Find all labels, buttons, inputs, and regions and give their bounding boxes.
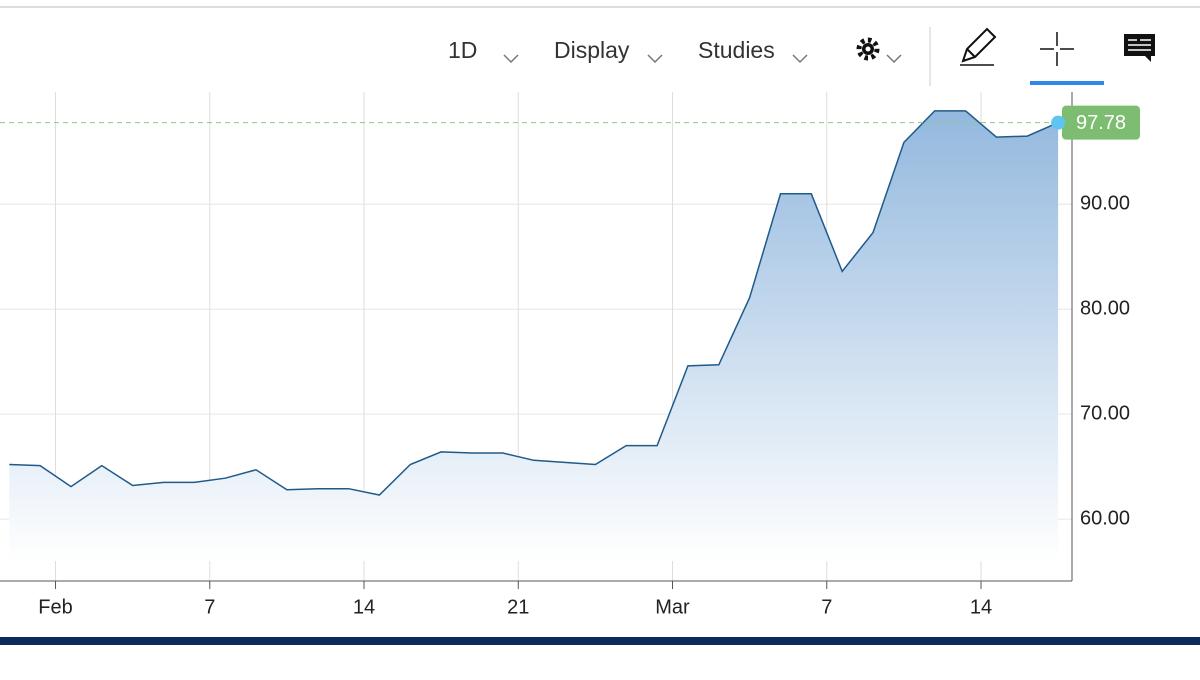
display-button[interactable]: Display (554, 37, 630, 63)
interval-button[interactable]: 1D (448, 37, 477, 63)
area-fill (9, 110, 1059, 562)
y-tick-label: 70.00 (1080, 402, 1130, 424)
last-point (1051, 115, 1066, 130)
comment-button[interactable] (1124, 34, 1155, 62)
x-tick-label: 14 (353, 596, 375, 618)
x-tick-label: 7 (821, 596, 832, 618)
chevron (503, 54, 519, 64)
plot: 60.00 70.00 80.00 90.00 Feb 7 14 21 Mar 7 14 97.78 (0, 92, 1140, 618)
toolbar: 1D Display Studies (448, 27, 1155, 86)
y-tick-label: 60.00 (1080, 507, 1130, 529)
x-tick-label: 21 (507, 596, 529, 618)
crosshair-button[interactable] (1030, 32, 1104, 85)
x-tick-label: 7 (204, 596, 215, 618)
settings-button[interactable] (856, 37, 902, 64)
bottom-bar (0, 637, 1200, 645)
chevron (647, 54, 663, 64)
x-tick-label: Mar (655, 596, 690, 618)
chevron (792, 54, 808, 64)
y-tick-label: 90.00 (1080, 193, 1130, 215)
y-tick-label: 80.00 (1080, 297, 1130, 319)
last-price-badge (1062, 105, 1140, 140)
draw-button[interactable] (960, 27, 997, 66)
studies-button[interactable]: Studies (698, 37, 775, 63)
x-tick-label: Feb (38, 596, 72, 618)
x-tick-label: 14 (970, 596, 992, 618)
last-price-label: 97.78 (1076, 112, 1126, 134)
price-line (9, 110, 1059, 496)
